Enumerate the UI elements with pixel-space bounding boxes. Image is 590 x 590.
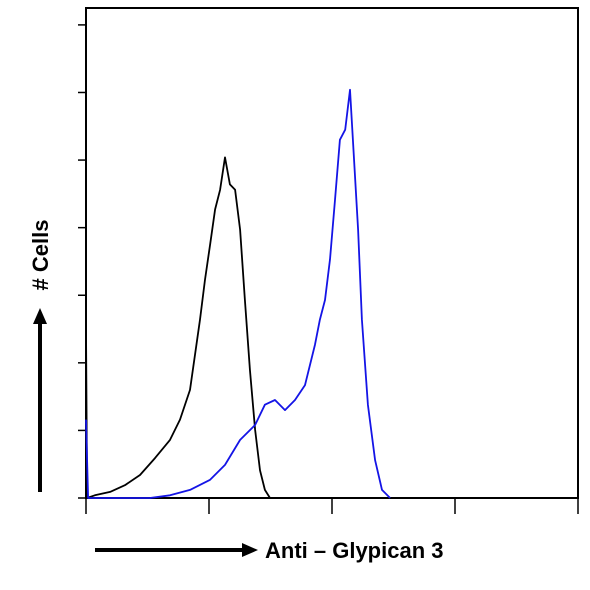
- y-arrowhead: [33, 308, 47, 324]
- histogram-line: [85, 156, 271, 499]
- plot-frame: [85, 7, 579, 499]
- histogram-line: [85, 88, 391, 499]
- y-axis-label: # Cells: [28, 220, 53, 291]
- x-arrowhead: [242, 543, 258, 557]
- x-axis-label: Anti – Glypican 3: [265, 538, 444, 563]
